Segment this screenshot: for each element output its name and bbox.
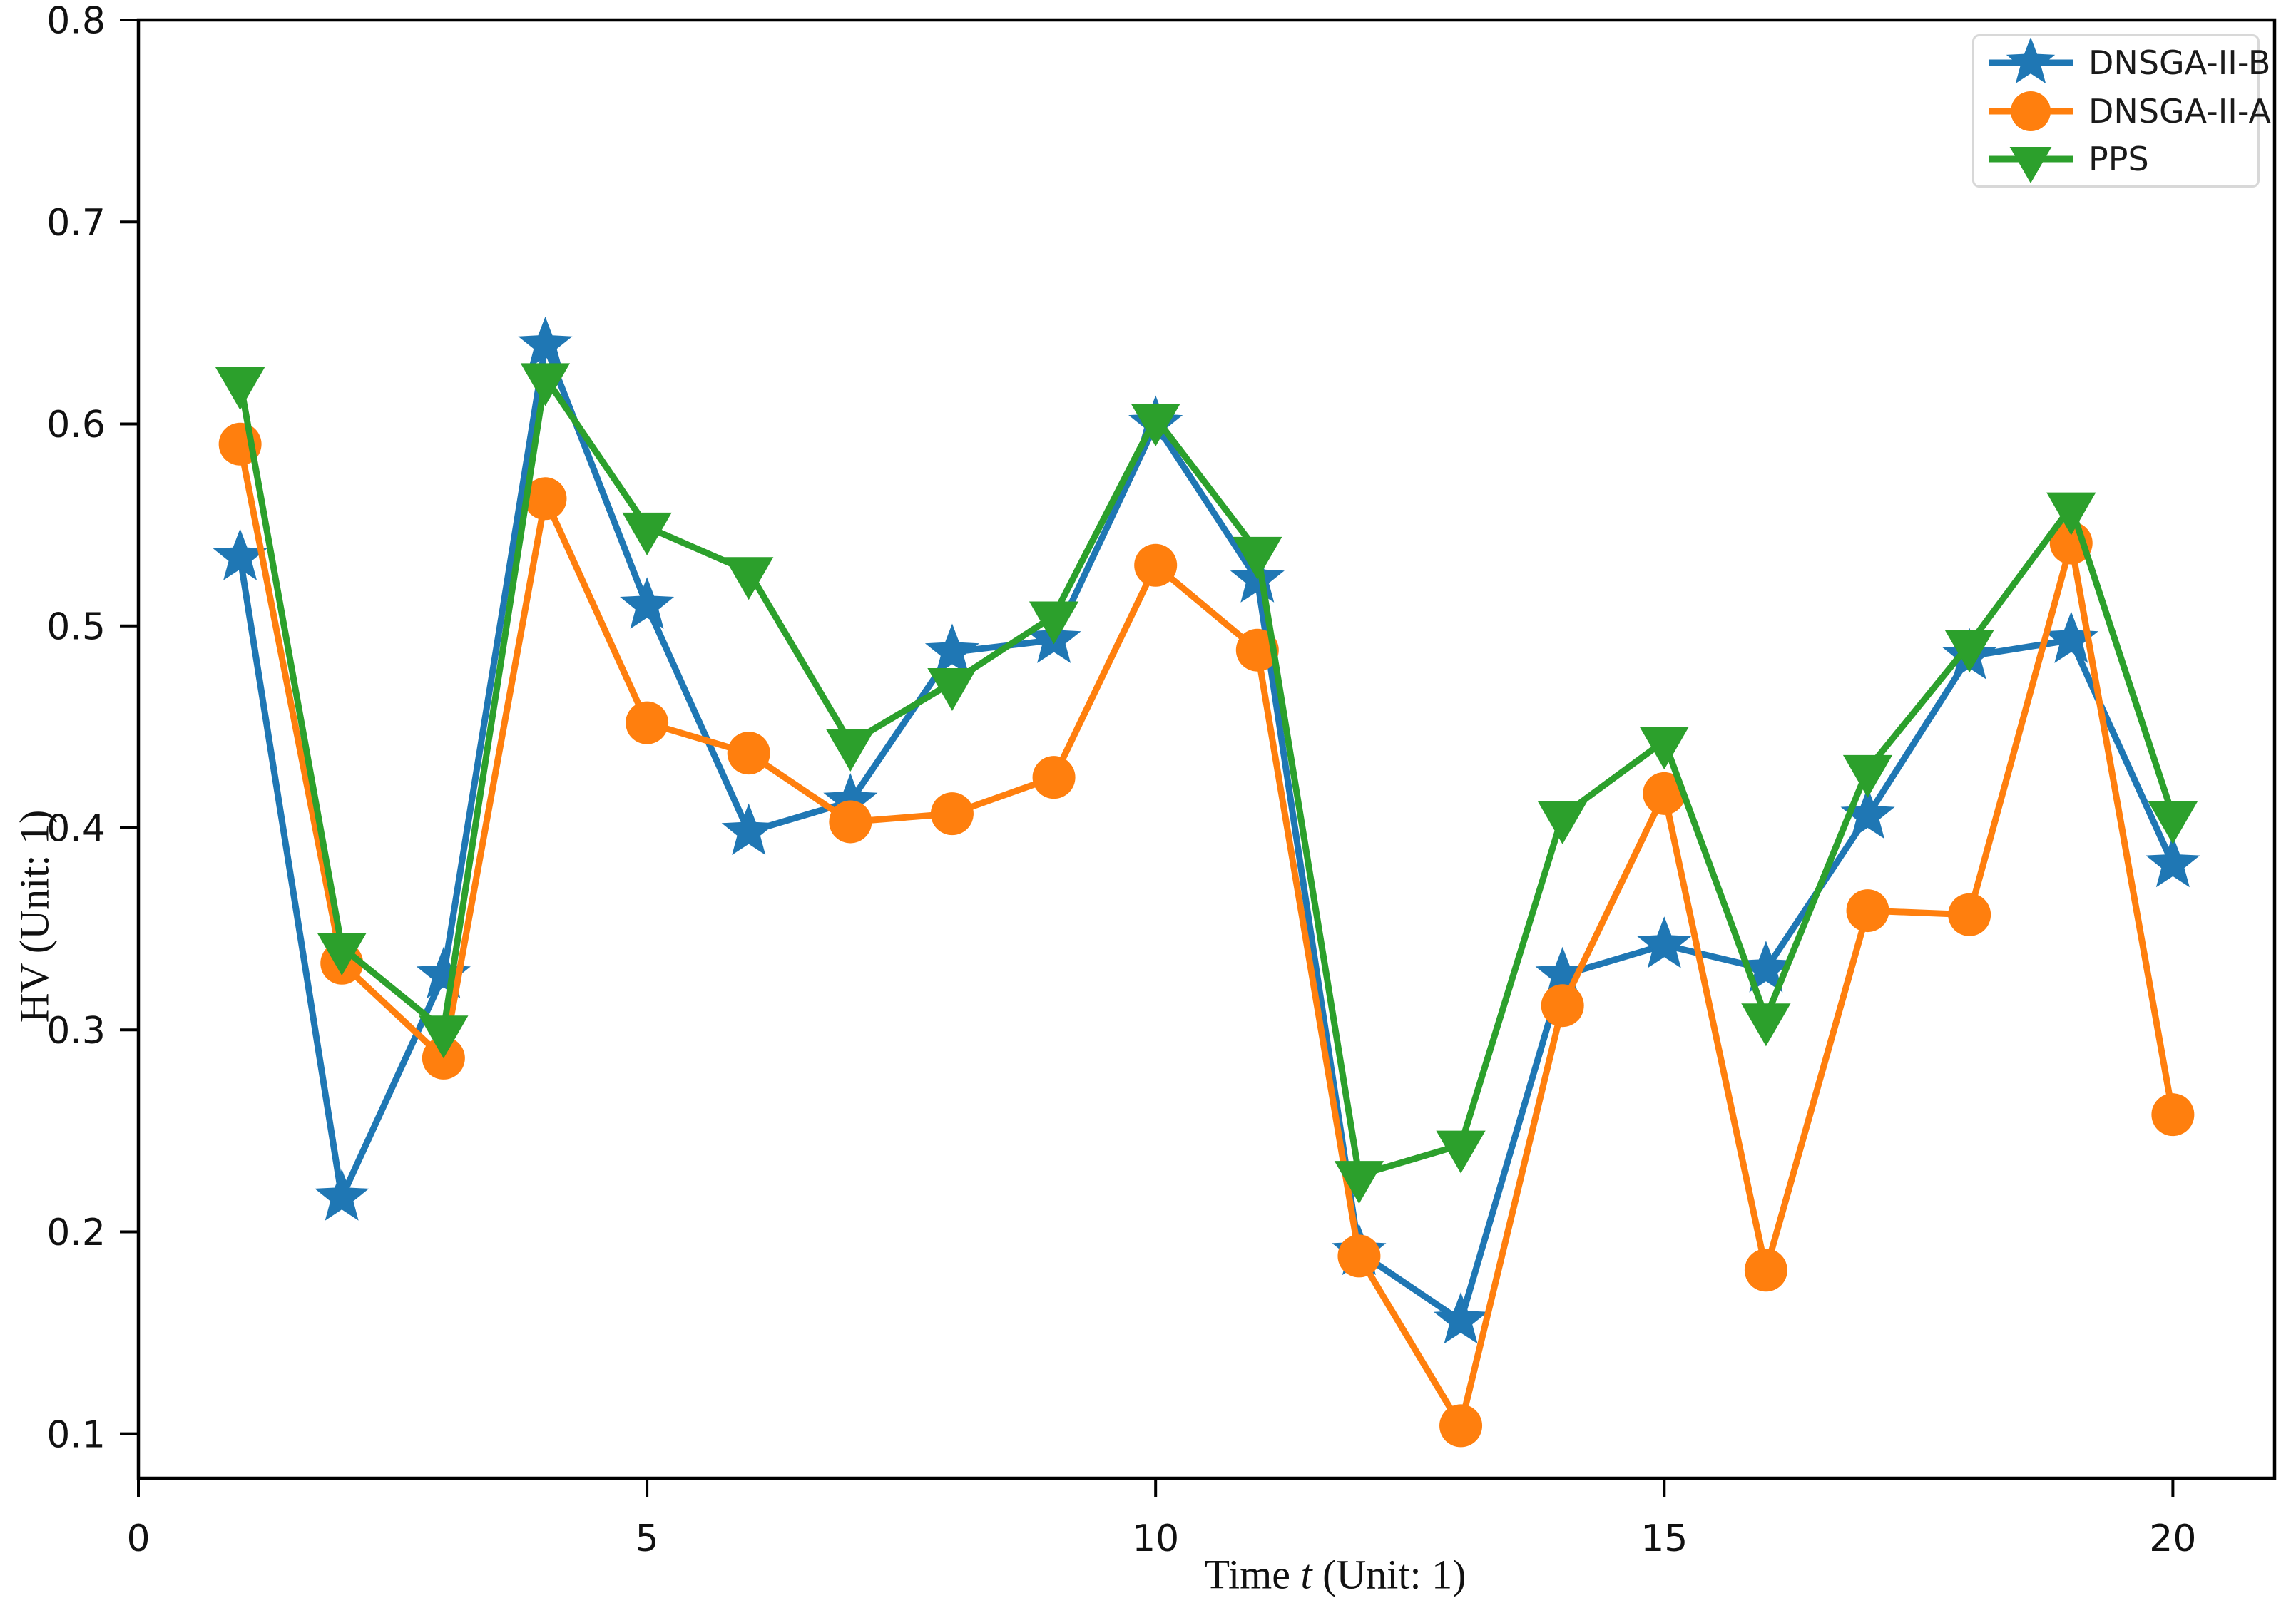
triangle-data-point [724,557,774,600]
circle-data-point [1744,1249,1787,1292]
series-dnsga-ii-b [213,317,2200,1344]
circle-data-point [1643,772,1686,815]
y-tick-label: 0.3 [46,1010,106,1053]
y-tick-label: 0.1 [46,1413,106,1456]
x-axis-label-variable: t [1300,1551,1312,1598]
star-data-point [2146,835,2200,888]
y-axis-label: HV (Unit: 1) [11,810,58,1023]
triangle-data-point [1741,1003,1791,1047]
star-data-point [213,528,267,580]
circle-data-point [626,701,669,744]
x-tick-label: 20 [2149,1517,2196,1560]
legend: DNSGA-II-B DNSGA-II-A PPS [1972,34,2271,188]
circle-data-point [1541,984,1584,1028]
y-tick-label: 0.8 [46,0,106,43]
triangle-data-point [215,367,265,411]
triangle-data-point [1639,727,1689,770]
circle-data-point [1235,628,1279,672]
triangle-down-marker-icon [1989,147,2073,184]
star-data-point [1434,1292,1489,1344]
triangle-data-point [927,668,977,712]
triangle-data-point [825,729,875,772]
legend-label-dnsga-ii-b: DNSGA-II-B [2088,43,2271,82]
star-data-point [823,773,878,825]
series-line [237,342,2176,1324]
triangle-data-point [520,363,571,406]
legend-label-dnsga-ii-a: DNSGA-II-A [2088,91,2271,130]
legend-item-dnsga-ii-b: DNSGA-II-B [1974,37,2270,86]
triangle-data-point [1436,1130,1486,1174]
x-tick-label: 10 [1132,1517,1179,1560]
x-axis-label-prefix: Time [1204,1551,1301,1598]
star-data-point [315,1169,369,1221]
legend-item-dnsga-ii-a: DNSGA-II-A [1974,88,2271,135]
star-data-point [1637,916,1692,968]
star-data-point [1738,941,1793,993]
circle-data-point [2151,1093,2195,1137]
triangle-data-point [2148,801,2198,844]
star-marker-icon [1989,37,2073,83]
triangle-data-point [1944,630,1994,673]
star-data-point [416,946,471,999]
x-axis-label: Time t (Unit: 1) [1205,1551,1466,1599]
triangle-data-point [1131,403,1180,446]
star-data-point [518,317,573,369]
circle-data-point [1948,893,1991,936]
x-tick-label: 5 [636,1517,659,1560]
series-line [237,374,2176,1179]
legend-item-pps: PPS [1974,135,2257,184]
circle-data-point [1846,889,1889,933]
triangle-data-point [1233,536,1282,580]
circle-data-point [727,732,770,775]
x-axis-label-suffix: (Unit: 1) [1312,1551,1466,1598]
circle-data-point [1032,756,1076,799]
y-tick-label: 0.4 [46,808,106,851]
star-data-point [721,803,776,855]
star-data-point [924,623,979,675]
circle-data-point [1134,543,1178,587]
circle-data-point [930,792,974,836]
y-tick-label: 0.2 [46,1212,106,1254]
triangle-data-point [1029,601,1079,645]
plot-frame [136,18,2277,1480]
star-data-point [2044,611,2098,663]
circle-data-point [1337,1234,1381,1278]
star-data-point [1535,946,1590,999]
circle-marker-icon [1989,91,2073,131]
triangle-data-point [2046,492,2096,536]
triangle-data-point [1334,1161,1384,1204]
y-axis-label-text: HV (Unit: 1) [11,809,58,1023]
series-pps [215,363,2198,1204]
y-tick-label: 0.5 [46,605,106,648]
x-tick-label: 0 [126,1517,150,1560]
y-tick-label: 0.7 [46,202,106,245]
triangle-data-point [419,1015,469,1059]
triangle-data-point [1538,801,1588,844]
legend-label-pps: PPS [2088,140,2149,179]
star-data-point [620,577,675,629]
axis-ticks: 0.1 0.2 0.3 0.4 0.5 0.6 0.7 0.8 0 5 10 15 20 [46,0,2196,1560]
triangle-data-point [622,512,672,555]
x-tick-label: 15 [1641,1517,1688,1560]
triangle-data-point [317,933,367,976]
circle-data-point [524,477,567,521]
circle-data-point [1439,1404,1483,1448]
circle-data-point [829,800,872,844]
triangle-data-point [1842,754,1893,798]
y-tick-label: 0.6 [46,404,106,446]
star-data-point [1840,787,1895,839]
series-line [237,441,2176,1429]
